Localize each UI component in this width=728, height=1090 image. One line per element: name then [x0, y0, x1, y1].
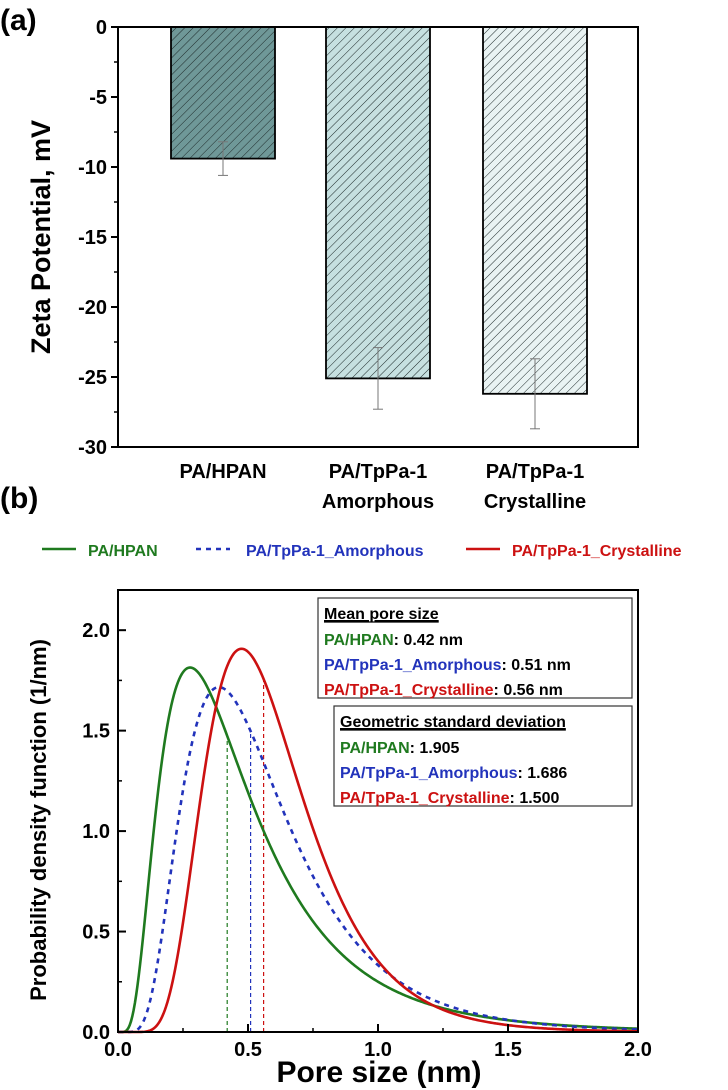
y-tick-label: 0.5	[82, 922, 110, 944]
mean-pore-size-box: Mean pore size PA/HPAN: 0.42 nm PA/TpPa-1_…	[317, 597, 633, 699]
annotation-row: PA/HPAN: 1.905	[340, 740, 460, 757]
annotation-frame	[317, 597, 633, 699]
annotation-row: PA/TpPa-1_Amorphous: 0.51 nm	[324, 657, 571, 674]
y-tick-label: 2.0	[82, 620, 110, 642]
annotation-value: : 1.500	[510, 790, 560, 807]
annotation-title: Mean pore size	[324, 606, 439, 623]
x-tick-label: PA/TpPa-1	[486, 461, 585, 483]
x-tick-label: 2.0	[624, 1039, 652, 1061]
zeta-axes	[111, 26, 639, 448]
legend-label: PA/TpPa-1_Crystalline	[512, 543, 682, 560]
pdf-y-axis-label: Probability density function (1/nm)	[26, 639, 51, 1001]
legend: PA/HPAN PA/TpPa-1_Amorphous PA/TpPa-1_Crys…	[42, 543, 682, 560]
x-tick-label: PA/HPAN	[179, 461, 266, 483]
x-tick-label: Amorphous	[322, 491, 434, 513]
annotation-row: PA/TpPa-1_Amorphous: 1.686	[340, 765, 567, 782]
y-tick-label: -10	[78, 157, 107, 179]
legend-label: PA/HPAN	[88, 543, 158, 560]
bar-hatch	[170, 26, 276, 160]
annotation-series-name: PA/TpPa-1_Amorphous	[324, 657, 502, 674]
pdf-y-tick-labels: 0.0 0.5 1.0 1.5 2.0	[82, 620, 110, 1044]
mean-pore-size-lines	[226, 679, 265, 1032]
y-tick-label: 0	[96, 17, 107, 39]
y-tick-label: 1.5	[82, 721, 110, 743]
pdf-x-axis-label: Pore size (nm)	[276, 1056, 481, 1089]
series-line	[118, 666, 639, 1034]
annotation-series-name: PA/TpPa-1_Amorphous	[340, 765, 518, 782]
pdf-curves	[118, 647, 639, 1034]
annotation-row: PA/TpPa-1_Crystalline: 1.500	[340, 790, 559, 807]
annotation-value: : 1.905	[410, 740, 460, 757]
bar-hatch	[325, 26, 431, 380]
y-tick-label: 1.0	[82, 821, 110, 843]
series-line	[118, 685, 639, 1034]
x-tick-label: 1.0	[364, 1039, 392, 1061]
x-tick-label: 0.0	[104, 1039, 132, 1061]
x-tick-label: PA/TpPa-1	[329, 461, 428, 483]
zeta-y-tick-labels: 0 -5 -10 -15 -20 -25 -30	[78, 17, 107, 459]
x-tick-label: Crystalline	[484, 491, 586, 513]
gsd-box: Geometric standard deviation PA/HPAN: 1.9…	[333, 705, 633, 807]
x-tick-label: 1.5	[494, 1039, 522, 1061]
annotation-series-name: PA/TpPa-1_Crystalline	[340, 790, 510, 807]
zeta-y-axis-label: Zeta Potential, mV	[26, 120, 56, 354]
zeta-bars	[170, 26, 588, 395]
annotation-series-name: PA/HPAN	[324, 632, 394, 649]
annotation-value: : 0.56 nm	[494, 682, 563, 699]
annotation-title: Geometric standard deviation	[340, 714, 566, 731]
annotation-value: : 0.51 nm	[502, 657, 571, 674]
annotation-row: PA/HPAN: 0.42 nm	[324, 632, 463, 649]
annotation-series-name: PA/TpPa-1_Crystalline	[324, 682, 494, 699]
annotation-value: : 1.686	[518, 765, 568, 782]
y-tick-label: -5	[89, 87, 107, 109]
x-tick-label: 0.5	[234, 1039, 262, 1061]
panel-b-label: (b)	[0, 482, 38, 515]
y-tick-label: -15	[78, 227, 107, 249]
annotation-row: PA/TpPa-1_Crystalline: 0.56 nm	[324, 682, 563, 699]
panel-a-label: (a)	[0, 4, 37, 37]
zeta-error-bars	[218, 141, 540, 430]
zeta-x-tick-labels: PA/HPAN PA/TpPa-1 Amorphous PA/TpPa-1 Crysta…	[179, 461, 586, 513]
annotation-frame	[333, 705, 633, 807]
annotation-value: : 0.42 nm	[394, 632, 463, 649]
pdf-x-tick-labels: 0.0 0.5 1.0 1.5 2.0	[104, 1039, 652, 1061]
y-tick-label: -20	[78, 297, 107, 319]
y-tick-label: 0.0	[82, 1022, 110, 1044]
annotation-series-name: PA/HPAN	[340, 740, 410, 757]
y-tick-label: -30	[78, 437, 107, 459]
legend-label: PA/TpPa-1_Amorphous	[246, 543, 424, 560]
bar-hatch	[482, 26, 588, 395]
series-line	[118, 647, 639, 1034]
y-tick-label: -25	[78, 367, 107, 389]
pdf-axes	[117, 589, 639, 1033]
